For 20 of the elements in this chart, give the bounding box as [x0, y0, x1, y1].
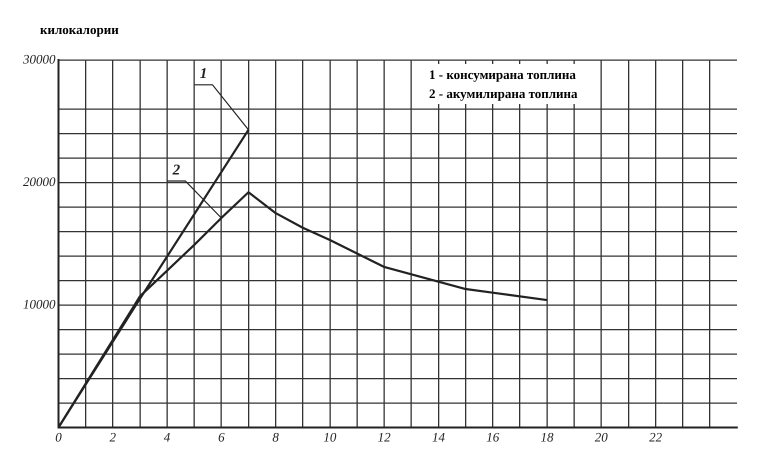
x-tick-label: 14 — [432, 430, 446, 445]
x-tick-label: 2 — [110, 430, 117, 445]
text: 1 — [200, 66, 208, 82]
x-tick-label: 6 — [218, 430, 226, 445]
x-tick-label: 20 — [594, 430, 608, 445]
y-axis-title: килокалории — [40, 22, 119, 38]
x-tick-label: 4 — [164, 430, 171, 445]
x-tick-label: 22 — [649, 430, 663, 445]
y-tick-label: 30000 — [22, 51, 56, 66]
y-tick-label: 10000 — [23, 296, 56, 312]
x-tick-label: 8 — [272, 430, 280, 445]
x-tick-label: 10 — [323, 430, 337, 445]
annotation: 1 - консумирана топлина — [429, 66, 577, 84]
annotation: 2 - акумилирана топлина — [429, 85, 578, 103]
x-tick-label: 18 — [540, 430, 554, 445]
y-tick-label: 20000 — [23, 174, 56, 189]
text: 2 — [172, 162, 181, 178]
x-tick-label: 0 — [55, 430, 62, 445]
x-tick-label: 16 — [486, 430, 500, 445]
x-tick-label: 12 — [378, 430, 392, 445]
